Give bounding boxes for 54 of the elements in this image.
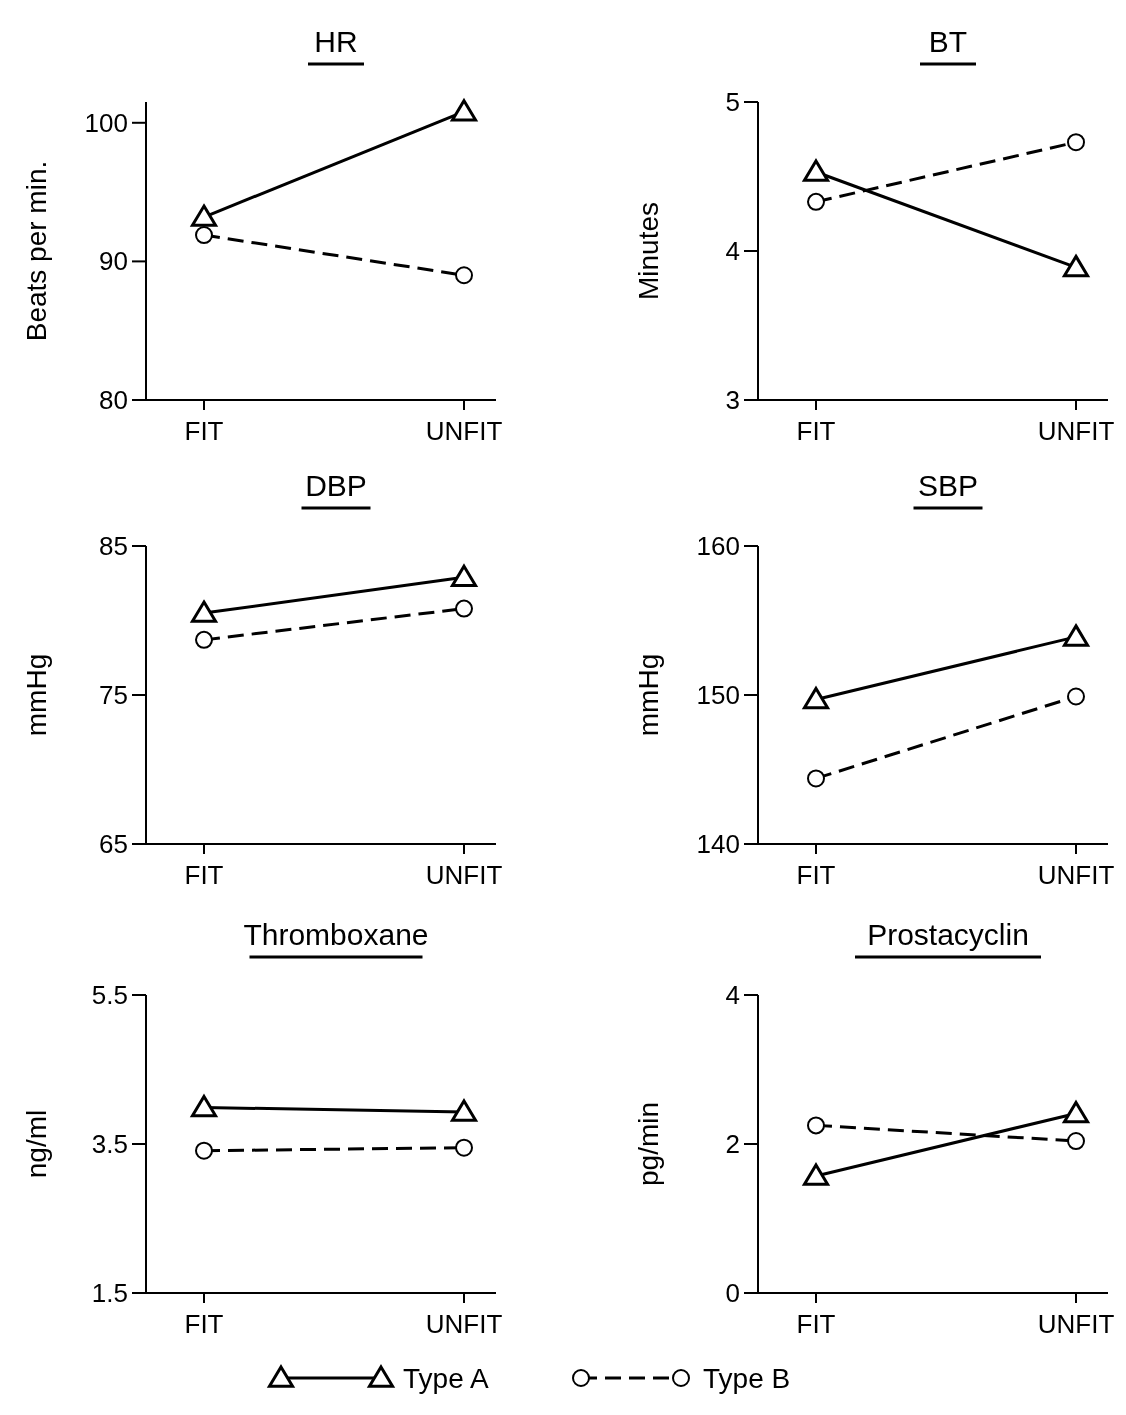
chart-title: DBP [305, 469, 367, 502]
point [807, 769, 825, 788]
point [1067, 687, 1085, 706]
legend-label: Type B [703, 1362, 791, 1394]
x-tick-label: UNFIT [425, 416, 503, 446]
y-tick-label: 80 [99, 385, 128, 416]
x-tick-label: UNFIT [1037, 860, 1115, 890]
y-axis-title: Beats per min. [21, 160, 52, 342]
point [1067, 133, 1085, 152]
y-tick-label: 5.5 [91, 980, 128, 1011]
y-axis-title: mmHg [633, 653, 664, 737]
x-tick-label: FIT [796, 416, 836, 446]
y-axis-title: Minutes [633, 201, 664, 301]
y-axis-title: pg/min [633, 1101, 664, 1187]
y-tick-label: 75 [99, 680, 128, 711]
y-tick-label: 1.5 [91, 1278, 128, 1309]
y-tick-label: 160 [696, 531, 740, 562]
point [195, 226, 213, 245]
y-tick-label: 85 [99, 531, 128, 562]
point [455, 266, 473, 285]
y-tick-label: 4 [725, 980, 740, 1011]
chart-title: BT [928, 25, 968, 58]
x-tick-label: FIT [796, 860, 836, 890]
point [195, 630, 213, 649]
chart-title: HR [314, 25, 358, 58]
y-tick-label: 100 [84, 107, 128, 138]
y-tick-label: 140 [696, 829, 740, 860]
x-tick-label: FIT [184, 416, 224, 446]
y-tick-label: 3.5 [91, 1129, 128, 1160]
chart-title: SBP [917, 469, 979, 502]
x-tick-label: FIT [796, 1309, 836, 1339]
y-tick-label: 5 [725, 87, 740, 118]
legend-label: Type A [403, 1362, 489, 1394]
y-axis-title: mmHg [21, 653, 52, 737]
y-tick-label: 0 [725, 1278, 740, 1309]
y-tick-label: 2 [725, 1129, 740, 1160]
chart-title: Thromboxane [243, 918, 429, 951]
y-tick-label: 90 [99, 246, 128, 277]
point [1067, 1132, 1085, 1151]
y-tick-label: 4 [725, 236, 740, 267]
y-axis-title: ng/ml [21, 1109, 52, 1179]
point [455, 599, 473, 618]
x-tick-label: FIT [184, 860, 224, 890]
x-tick-label: UNFIT [425, 860, 503, 890]
point [807, 192, 825, 211]
chart-title: Prostacyclin [867, 918, 1029, 951]
x-tick-label: UNFIT [1037, 416, 1115, 446]
x-tick-label: FIT [184, 1309, 224, 1339]
x-tick-label: UNFIT [425, 1309, 503, 1339]
x-tick-label: UNFIT [1037, 1309, 1115, 1339]
y-tick-label: 3 [725, 385, 740, 416]
y-tick-label: 150 [696, 680, 740, 711]
point [807, 1116, 825, 1135]
y-tick-label: 65 [99, 829, 128, 860]
